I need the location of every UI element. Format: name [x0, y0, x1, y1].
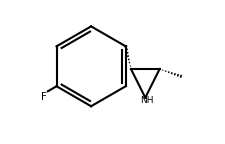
- Text: NH: NH: [140, 96, 153, 105]
- Text: F: F: [41, 92, 47, 102]
